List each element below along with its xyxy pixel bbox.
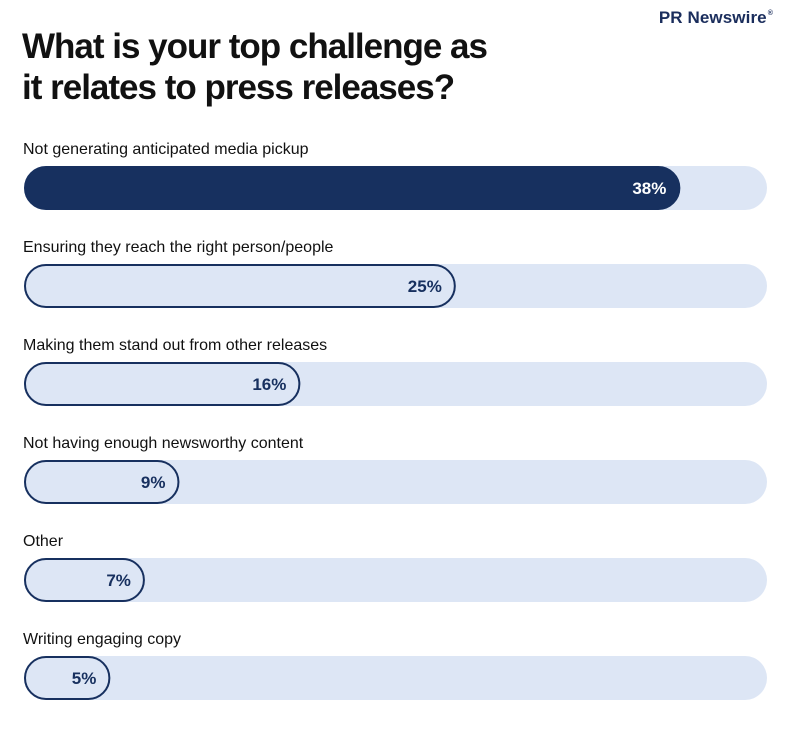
value-label: 7% (106, 571, 131, 590)
bar-row: Other 7% (23, 533, 767, 602)
bar (24, 656, 111, 700)
category-label: Ensuring they reach the right person/peo… (23, 239, 334, 256)
category-label: Making them stand out from other release… (23, 337, 327, 354)
bar-row: Ensuring they reach the right person/peo… (23, 239, 767, 308)
bar-row: Writing engaging copy 5% (23, 631, 767, 700)
bar (24, 558, 145, 602)
chart-title-line-2: it relates to press releases? (22, 68, 455, 107)
bar-track (24, 460, 767, 504)
value-label: 9% (141, 473, 166, 492)
bar-row: Not having enough newsworthy content 9% (23, 435, 767, 504)
bar-row: Not generating anticipated media pickup 3… (23, 141, 767, 210)
category-label: Other (23, 533, 64, 550)
chart-title-line-1: What is your top challenge as (22, 27, 488, 66)
bar-track (24, 656, 767, 700)
value-label: 38% (632, 179, 666, 198)
value-label: 25% (408, 277, 442, 296)
category-label: Writing engaging copy (23, 631, 181, 648)
brand-logo: PR Newswire® (659, 8, 773, 28)
bar (24, 264, 456, 308)
brand-name: PR Newswire (658, 8, 767, 27)
bar-row: Making them stand out from other release… (23, 337, 767, 406)
chart-title: What is your top challenge as it relates… (22, 26, 542, 108)
category-label: Not generating anticipated media pickup (23, 141, 309, 158)
bar (24, 362, 301, 406)
value-label: 5% (72, 669, 97, 688)
brand-registered-mark: ® (767, 10, 773, 17)
category-label: Not having enough newsworthy content (23, 435, 304, 452)
bar (24, 166, 681, 210)
bar-track (24, 558, 767, 602)
bar (24, 460, 180, 504)
value-label: 16% (252, 375, 286, 394)
